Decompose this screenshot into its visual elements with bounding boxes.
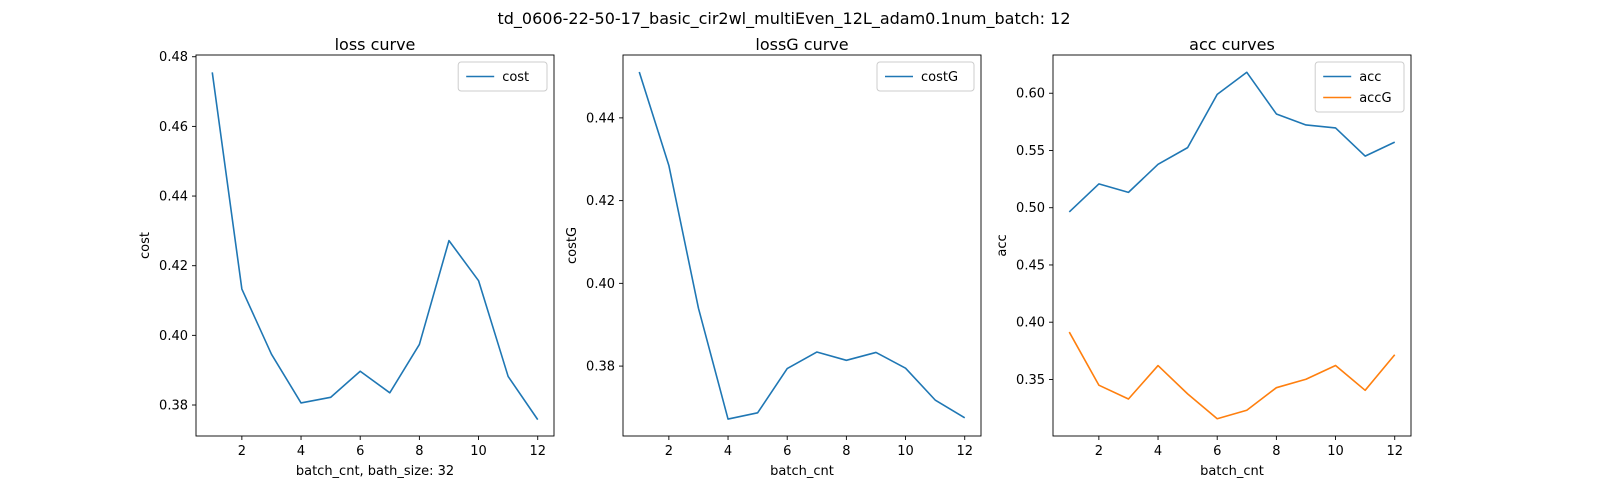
x-tick-label: 4 [1154,444,1162,459]
series-group [1068,71,1396,420]
legend-label: acc [1359,70,1381,85]
x-axis-label: batch_cnt, bath_size: 32 [296,464,454,479]
y-axis-label: costG [565,227,580,264]
x-axis-label: batch_cnt [1200,464,1264,479]
chart-3: acc curves 2 4 6 8 10 12 0.35 0.40 0.45 0.50 0.55 0.… [995,35,1412,479]
x-tick-label: 4 [724,444,732,459]
y-tick-label: 0.40 [586,277,615,292]
y-tick-label: 0.38 [586,360,615,375]
y-tick-label: 0.44 [159,190,188,205]
legend: costG [876,61,975,92]
chart-title: lossG curve [755,35,848,54]
y-axis-label: acc [995,234,1010,256]
x-tick-label: 2 [665,444,673,459]
legend-label: cost [502,70,529,85]
x-tick-label: 6 [1213,444,1221,459]
series-group [211,72,539,421]
legend-box [1314,61,1405,113]
x-tick-label: 12 [956,444,973,459]
x-tick-label: 6 [356,444,364,459]
series-line-acc [1068,71,1396,213]
y-tick-label: 0.40 [1016,316,1045,331]
axes-frame [622,54,982,437]
x-tick-label: 10 [897,444,914,459]
y-tick-label: 0.38 [159,399,188,414]
x-tick-label: 8 [1272,444,1280,459]
y-tick-label: 0.40 [159,329,188,344]
x-tick-label: 2 [1095,444,1103,459]
y-tick-label: 0.35 [1016,373,1045,388]
y-tick-label: 0.48 [159,50,188,65]
legend: acc accG [1314,61,1405,113]
y-tick-label: 0.50 [1016,201,1045,216]
x-tick-label: 12 [529,444,546,459]
legend-box [457,61,548,92]
x-tick-label: 8 [842,444,850,459]
y-tick-label: 0.60 [1016,87,1045,102]
x-axis-label: batch_cnt [770,464,834,479]
chart-title: loss curve [335,35,416,54]
chart-title: acc curves [1189,35,1275,54]
series-group [638,71,966,420]
y-axis-label: cost [138,232,153,259]
y-tick-label: 0.42 [159,259,188,274]
charts-area: loss curve 2 4 6 8 10 12 0.38 0.40 0.42 0.44 0.46 0.… [138,35,1412,479]
legend-label: accG [1359,91,1391,106]
series-line-cost [211,72,539,421]
legend-label: costG [921,70,958,85]
y-tick-label: 0.45 [1016,258,1045,273]
x-tick-label: 4 [297,444,305,459]
x-tick-label: 10 [470,444,487,459]
x-tick-label: 12 [1386,444,1403,459]
figure-suptitle: td_0606-22-50-17_basic_cir2wl_multiEven_… [497,9,1070,29]
legend: cost [457,61,548,92]
chart-2: lossG curve 2 4 6 8 10 12 0.38 0.40 0.42 0.44 batch… [565,35,982,479]
y-tick-label: 0.55 [1016,144,1045,159]
series-line-accG [1068,331,1396,420]
x-tick-label: 6 [783,444,791,459]
x-tick-label: 2 [238,444,246,459]
series-line-costG [638,71,966,420]
chart-1: loss curve 2 4 6 8 10 12 0.38 0.40 0.42 0.44 0.46 0.… [138,35,555,479]
legend-box [876,61,975,92]
x-tick-label: 8 [415,444,423,459]
axes-frame [1052,54,1412,437]
y-tick-label: 0.46 [159,120,188,135]
y-tick-label: 0.42 [586,194,615,209]
axes-frame [195,54,555,437]
x-tick-label: 10 [1327,444,1344,459]
y-tick-label: 0.44 [586,111,615,126]
